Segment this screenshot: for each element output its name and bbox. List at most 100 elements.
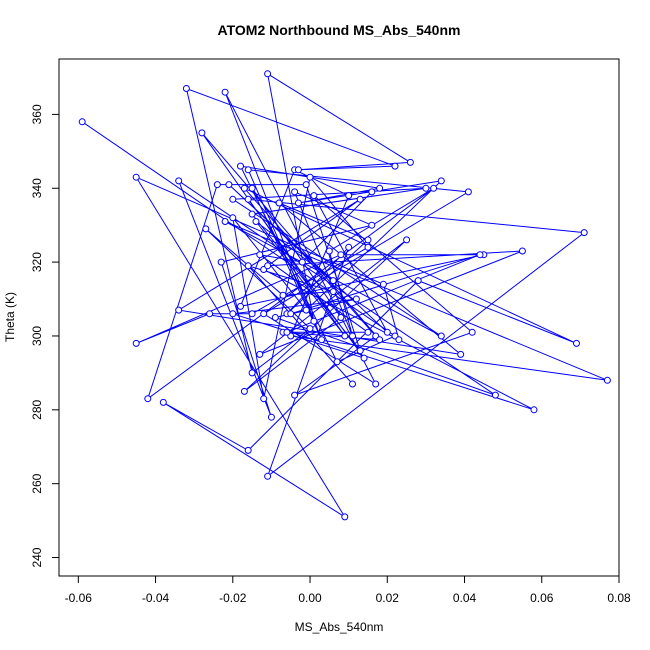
data-point <box>252 218 260 225</box>
data-point <box>310 317 318 325</box>
data-point <box>349 380 356 388</box>
data-point <box>352 295 360 303</box>
data-point <box>376 184 384 192</box>
data-point <box>349 332 356 340</box>
data-point <box>310 192 318 200</box>
data-point <box>464 188 472 196</box>
data-point <box>244 166 252 174</box>
data-point <box>360 354 368 362</box>
y-tick-label: 360 <box>30 104 44 124</box>
x-tick-label: 0.08 <box>607 591 631 605</box>
data-point <box>264 472 272 480</box>
data-point <box>341 332 349 340</box>
data-point <box>364 328 372 336</box>
data-point <box>198 129 206 137</box>
data-point <box>182 85 190 92</box>
data-point <box>337 251 345 259</box>
data-point <box>248 184 256 192</box>
chart-title: ATOM2 Northbound MS_Abs_540nm <box>218 22 461 38</box>
x-axis: -0.06 -0.04 -0.02 0.00 0.02 0.04 0.06 0.08 <box>65 575 631 605</box>
y-axis-label: Theta (K) <box>3 292 17 342</box>
data-point <box>202 225 210 233</box>
data-point <box>491 391 499 399</box>
x-tick-label: 0.02 <box>376 591 400 605</box>
y-tick-label: 260 <box>30 473 44 493</box>
data-point <box>244 262 252 270</box>
data-point <box>437 332 445 340</box>
data-point <box>256 350 264 358</box>
data-point <box>329 288 337 296</box>
data-point <box>175 177 183 185</box>
x-axis-label: MS_Abs_540nm <box>295 620 384 634</box>
data-point <box>291 188 299 196</box>
data-point <box>248 369 256 377</box>
data-point <box>78 118 86 126</box>
data-point <box>229 195 237 203</box>
x-tick-label: -0.02 <box>219 591 247 605</box>
data-point <box>603 376 611 384</box>
data-point <box>356 347 364 355</box>
data-point <box>240 387 248 395</box>
y-tick-label: 240 <box>30 547 44 567</box>
data-point <box>372 380 380 388</box>
data-point <box>468 328 476 336</box>
data-point <box>302 181 310 189</box>
data-point <box>144 395 152 403</box>
x-tick-label: -0.04 <box>142 591 170 605</box>
data-point <box>395 336 403 344</box>
data-point <box>383 328 391 336</box>
data-point <box>294 199 302 207</box>
data-point <box>341 513 349 521</box>
x-tick-label: 0.04 <box>453 591 477 605</box>
data-point <box>206 310 214 318</box>
data-point <box>256 251 264 259</box>
data-point <box>267 413 275 421</box>
x-tick-label: -0.06 <box>65 591 93 605</box>
data-point <box>391 162 399 170</box>
data-point <box>221 88 229 96</box>
data-point <box>294 166 302 174</box>
y-tick-label: 280 <box>30 399 44 419</box>
data-point <box>244 446 252 454</box>
data-point <box>132 339 140 347</box>
data-point <box>457 350 465 358</box>
data-point <box>217 258 225 266</box>
data-point <box>403 236 411 244</box>
data-point <box>229 214 237 222</box>
data-point <box>406 158 414 166</box>
data-point <box>379 280 387 288</box>
data-point <box>237 302 244 310</box>
data-point <box>580 229 588 237</box>
data-point <box>306 173 314 181</box>
data-point <box>476 251 484 259</box>
y-tick-label: 320 <box>30 252 44 272</box>
data-point <box>283 328 291 336</box>
data-point <box>291 391 299 399</box>
y-tick-label: 340 <box>30 178 44 198</box>
data-point <box>159 398 167 406</box>
data-point <box>225 181 233 189</box>
data-point <box>333 358 341 366</box>
data-point <box>422 184 430 192</box>
y-axis: 240 260 280 300 320 340 360 <box>30 104 60 568</box>
data-point <box>368 221 376 229</box>
data-point <box>175 306 183 314</box>
data-point <box>345 192 353 200</box>
data-point <box>264 70 272 78</box>
data-point <box>376 336 384 344</box>
data-point <box>298 258 306 266</box>
y-tick-label: 300 <box>30 326 44 346</box>
data-point <box>213 181 221 189</box>
data-point <box>530 406 538 414</box>
data-point <box>368 188 376 196</box>
data-point <box>302 306 310 314</box>
data-point <box>240 184 248 192</box>
data-point <box>573 339 580 347</box>
data-point <box>237 162 244 170</box>
data-point <box>430 184 438 192</box>
data-point <box>132 173 140 181</box>
data-point <box>229 310 237 318</box>
data-point <box>364 236 372 244</box>
data-point <box>248 310 256 318</box>
